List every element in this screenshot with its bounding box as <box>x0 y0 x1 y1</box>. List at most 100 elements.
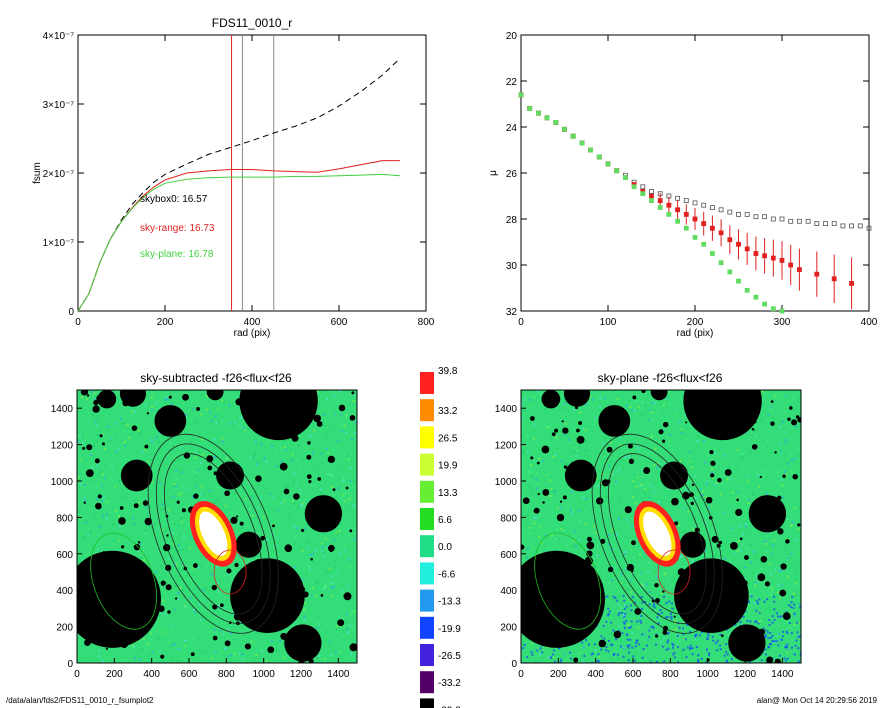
image-noise-pixel <box>122 421 125 424</box>
image-y-tick-label: 200 <box>56 623 73 634</box>
mask-dot <box>537 493 540 496</box>
image-noise-pixel <box>586 548 589 551</box>
image-noise-pixel <box>643 403 646 406</box>
fsum-chart-title: FDS11_0010_r <box>212 16 293 30</box>
image-noise-pixel <box>755 600 758 603</box>
colorbar-swatch <box>420 399 434 422</box>
mask-dot <box>662 590 665 593</box>
image-noise-pixel <box>653 650 656 653</box>
mu-point <box>753 251 759 256</box>
mask-dot <box>234 562 239 568</box>
image-noise-pixel <box>540 541 543 544</box>
image-noise-pixel <box>672 646 675 649</box>
mu-point <box>805 218 811 224</box>
image-noise-pixel <box>765 661 768 663</box>
mu-point <box>683 211 689 217</box>
image-noise-pixel <box>784 646 787 649</box>
image-noise-pixel <box>523 643 526 646</box>
image-noise-pixel <box>182 641 185 644</box>
image-noise-pixel <box>118 525 121 528</box>
image-noise-pixel <box>755 575 758 578</box>
image-noise-pixel <box>726 478 729 481</box>
image-noise-pixel <box>244 556 247 559</box>
image-noise-pixel <box>738 453 741 456</box>
image-noise-pixel <box>650 625 653 628</box>
image-noise-pixel <box>172 543 175 546</box>
mask-dot <box>160 654 165 659</box>
mask-dot <box>313 414 322 423</box>
image-noise-pixel <box>674 619 677 622</box>
image-noise-pixel <box>330 575 333 578</box>
image-noise-pixel <box>160 489 163 492</box>
image-noise-pixel <box>276 544 279 547</box>
image-noise-pixel <box>603 596 606 599</box>
image-noise-pixel <box>781 420 784 423</box>
image-noise-pixel <box>313 429 316 432</box>
image-noise-pixel <box>279 640 282 643</box>
image-noise-pixel <box>175 563 178 566</box>
image-noise-pixel <box>727 633 730 636</box>
image-noise-pixel <box>164 398 167 401</box>
image-noise-pixel <box>260 442 263 445</box>
image-noise-pixel <box>316 390 319 393</box>
image-noise-pixel <box>522 417 525 420</box>
image-noise-pixel <box>264 486 267 489</box>
image-noise-pixel <box>630 609 633 612</box>
image-noise-pixel <box>791 397 794 400</box>
image-noise-pixel <box>343 548 346 551</box>
image-noise-pixel <box>590 653 593 656</box>
mu-y-tick-label: 30 <box>506 261 518 272</box>
image-noise-pixel <box>97 548 100 551</box>
image-noise-pixel <box>740 549 743 552</box>
image-noise-pixel <box>629 626 632 629</box>
image-noise-pixel <box>560 658 563 661</box>
image-noise-pixel <box>330 474 333 477</box>
mask-dot <box>212 604 218 610</box>
image-noise-pixel <box>673 629 676 632</box>
image-noise-pixel <box>624 545 627 548</box>
image-noise-pixel <box>323 657 326 660</box>
mask-circle <box>521 550 605 648</box>
mask-dot <box>554 428 559 433</box>
image-noise-pixel <box>796 539 799 542</box>
image-noise-pixel <box>109 438 112 441</box>
mu-x-tick-label: 0 <box>518 317 524 328</box>
image-noise-pixel <box>93 513 96 516</box>
image-noise-pixel <box>149 632 152 635</box>
mask-circle <box>564 459 597 492</box>
image-noise-pixel <box>563 475 566 478</box>
image-noise-pixel <box>320 452 323 455</box>
image-noise-pixel <box>575 454 578 457</box>
image-noise-pixel <box>283 656 286 659</box>
image-noise-pixel <box>798 637 801 640</box>
image-noise-pixel <box>671 602 674 605</box>
image-noise-pixel <box>325 447 328 450</box>
image-noise-pixel <box>797 448 800 451</box>
image-noise-pixel <box>81 436 84 439</box>
image-noise-pixel <box>176 659 179 662</box>
image-noise-pixel <box>111 465 114 468</box>
image-noise-pixel <box>634 641 637 644</box>
image-noise-pixel <box>669 433 672 436</box>
image-noise-pixel <box>629 406 632 409</box>
image-noise-pixel <box>695 633 698 636</box>
image-noise-pixel <box>534 542 537 545</box>
image-noise-pixel <box>793 457 796 460</box>
image-noise-pixel <box>585 428 588 431</box>
mu-point <box>840 223 846 229</box>
image-noise-pixel <box>87 533 90 536</box>
image-noise-pixel <box>214 650 217 653</box>
image-noise-pixel <box>233 612 236 615</box>
image-noise-pixel <box>799 507 801 510</box>
colorbar-label: -26.5 <box>438 651 461 662</box>
image-noise-pixel <box>622 647 625 650</box>
mask-dot <box>301 528 305 533</box>
image-noise-pixel <box>625 535 628 538</box>
mu-point <box>544 115 550 121</box>
mu-point <box>710 225 715 231</box>
image-noise-pixel <box>142 637 145 640</box>
image-noise-pixel <box>616 398 619 401</box>
image-noise-pixel <box>543 551 546 554</box>
image-noise-pixel <box>119 417 122 420</box>
mask-dot <box>739 537 743 541</box>
